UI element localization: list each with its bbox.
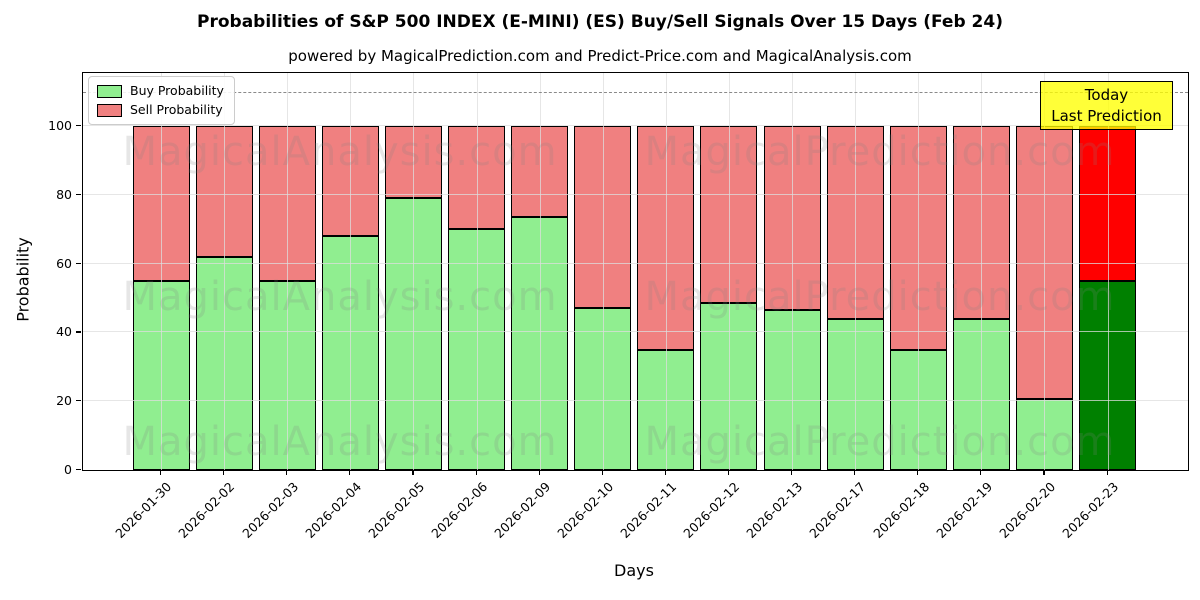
vertical-gridline <box>665 73 667 470</box>
y-tick-label: 80 <box>56 186 72 202</box>
today-annotation: Today Last Prediction <box>1040 81 1173 130</box>
vertical-gridline <box>918 73 920 470</box>
watermark-text: MagicalPrediction.com <box>644 419 1116 465</box>
x-tick-mark <box>160 470 162 475</box>
watermark-text: MagicalAnalysis.com <box>122 129 558 175</box>
x-tick-mark <box>664 470 666 475</box>
chart-subtitle: powered by MagicalPrediction.com and Pre… <box>288 47 912 65</box>
vertical-gridline <box>350 73 352 470</box>
dashed-threshold-line <box>83 91 1188 93</box>
y-tick-mark <box>76 124 81 127</box>
legend-label-buy: Buy Probability <box>130 83 224 98</box>
y-axis-label: Probability <box>13 237 33 322</box>
horizontal-gridline <box>83 400 1188 402</box>
x-tick-mark <box>980 470 982 475</box>
vertical-gridline <box>287 73 289 470</box>
x-tick-label: 2026-02-10 <box>554 479 617 541</box>
x-tick-label: 2026-02-05 <box>365 479 428 541</box>
x-tick-label: 2026-02-12 <box>680 479 743 541</box>
vertical-gridline <box>224 73 226 470</box>
x-tick-mark <box>1043 470 1045 475</box>
y-tick-label: 40 <box>56 324 72 340</box>
x-tick-mark <box>223 470 225 475</box>
x-tick-mark <box>854 470 856 475</box>
x-tick-label: 2026-02-04 <box>301 479 364 541</box>
vertical-gridline <box>728 73 730 470</box>
x-tick-mark <box>1106 470 1108 475</box>
x-tick-label: 2026-02-19 <box>932 479 995 541</box>
legend-item-sell: Sell Probability <box>97 103 224 117</box>
x-tick-label: 2026-02-20 <box>996 479 1059 541</box>
vertical-gridline <box>476 73 478 470</box>
vertical-gridline <box>161 73 162 470</box>
watermark-text: MagicalAnalysis.com <box>122 419 558 465</box>
today-annotation-line1: Today <box>1084 85 1129 104</box>
vertical-gridline <box>981 73 983 470</box>
x-tick-mark <box>791 470 793 475</box>
x-tick-label: 2026-02-02 <box>175 479 238 541</box>
today-annotation-line2: Last Prediction <box>1051 106 1162 125</box>
horizontal-gridline <box>83 331 1188 333</box>
horizontal-gridline <box>83 124 1188 126</box>
y-tick-mark <box>76 193 81 195</box>
x-tick-mark <box>286 470 288 475</box>
x-tick-mark <box>917 470 919 475</box>
y-tick-mark <box>76 331 81 333</box>
y-tick-label: 0 <box>64 462 72 477</box>
buy-swatch-icon <box>97 84 122 98</box>
x-tick-label: 2026-02-06 <box>428 479 491 541</box>
vertical-gridline <box>855 73 857 470</box>
y-tick-mark <box>76 262 81 264</box>
x-tick-mark <box>727 470 730 475</box>
horizontal-gridline <box>83 193 1188 195</box>
x-tick-label: 2026-02-11 <box>617 479 680 541</box>
vertical-gridline <box>792 73 793 470</box>
y-tick-label: 20 <box>56 393 72 409</box>
y-tick-label: 100 <box>48 117 72 133</box>
legend-label-sell: Sell Probability <box>130 102 223 117</box>
watermark-text: MagicalPrediction.com <box>644 129 1116 175</box>
x-tick-mark <box>538 470 540 475</box>
y-tick-mark <box>76 469 81 471</box>
x-tick-mark <box>349 470 351 475</box>
x-tick-label: 2026-02-23 <box>1059 479 1122 541</box>
x-tick-mark <box>412 470 414 475</box>
sell-swatch-icon <box>97 103 122 117</box>
vertical-gridline <box>1044 73 1046 470</box>
x-tick-label: 2026-02-17 <box>806 479 869 541</box>
x-tick-mark <box>475 470 477 475</box>
x-tick-label: 2026-02-13 <box>743 479 806 541</box>
legend: Buy Probability Sell Probability <box>88 76 235 125</box>
legend-item-buy: Buy Probability <box>97 84 224 98</box>
x-axis-label: Days <box>614 561 654 580</box>
y-tick-label: 60 <box>56 255 72 271</box>
x-tick-label: 2026-02-18 <box>869 479 932 541</box>
x-tick-label: 2026-02-03 <box>238 479 301 541</box>
vertical-gridline <box>539 73 541 470</box>
horizontal-gridline <box>83 262 1188 264</box>
watermark-text: MagicalPrediction.com <box>644 274 1116 320</box>
chart-title: Probabilities of S&P 500 INDEX (E-MINI) … <box>197 12 1003 32</box>
x-tick-label: 2026-02-09 <box>491 479 554 541</box>
vertical-gridline <box>413 73 415 470</box>
x-tick-mark <box>601 470 603 475</box>
vertical-gridline <box>602 73 604 470</box>
watermark-text: MagicalAnalysis.com <box>122 274 558 320</box>
y-tick-mark <box>76 400 81 402</box>
x-tick-label: 2026-01-30 <box>112 479 175 541</box>
vertical-gridline <box>1107 73 1109 470</box>
